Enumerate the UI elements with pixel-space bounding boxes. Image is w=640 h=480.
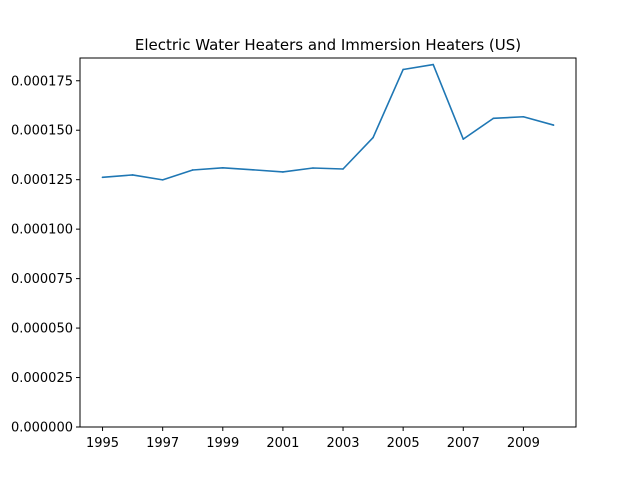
data-point xyxy=(101,176,104,179)
y-tick-label: 0.000125 xyxy=(11,173,73,188)
data-point xyxy=(432,63,435,66)
y-tick-label: 0.000000 xyxy=(11,421,73,436)
y-tick-label: 0.000175 xyxy=(11,74,73,89)
plot-frame xyxy=(79,57,577,428)
data-point xyxy=(462,138,465,140)
chart-title: Electric Water Heaters and Immersion Hea… xyxy=(135,36,521,54)
x-tick-label: 2007 xyxy=(447,436,480,451)
data-point xyxy=(492,117,495,120)
x-tick-label: 2003 xyxy=(326,436,359,451)
x-tick-label: 1997 xyxy=(146,436,179,451)
data-point xyxy=(312,167,314,169)
data-point xyxy=(131,174,134,176)
data-point xyxy=(402,68,404,71)
x-tick-label: 2009 xyxy=(507,436,540,451)
data-point xyxy=(522,115,525,118)
data-point xyxy=(342,168,344,170)
y-tick-label: 0.000025 xyxy=(11,371,73,386)
y-axis: 0.000000 0.000025 0.000050 0.000075 0.000100… xyxy=(11,74,80,436)
x-tick-label: 1999 xyxy=(206,436,239,451)
y-tick-label: 0.000150 xyxy=(11,124,73,139)
data-point xyxy=(191,169,194,171)
data-point xyxy=(221,167,224,169)
series-line-0 xyxy=(101,63,555,181)
data-point xyxy=(161,179,164,181)
x-tick-label: 1995 xyxy=(86,436,119,451)
series-layer xyxy=(101,63,555,181)
y-tick-label: 0.000075 xyxy=(11,272,73,287)
data-point xyxy=(552,124,555,126)
data-point xyxy=(372,136,374,139)
x-tick-label: 2005 xyxy=(387,436,420,451)
y-tick-label: 0.000050 xyxy=(11,322,73,337)
x-axis: 1995 1997 1999 2001 2003 2005 2007 2009 xyxy=(86,427,540,451)
data-point xyxy=(282,171,284,173)
y-tick-label: 0.000100 xyxy=(11,223,73,238)
x-tick-label: 2001 xyxy=(266,436,299,451)
data-point xyxy=(252,168,254,171)
